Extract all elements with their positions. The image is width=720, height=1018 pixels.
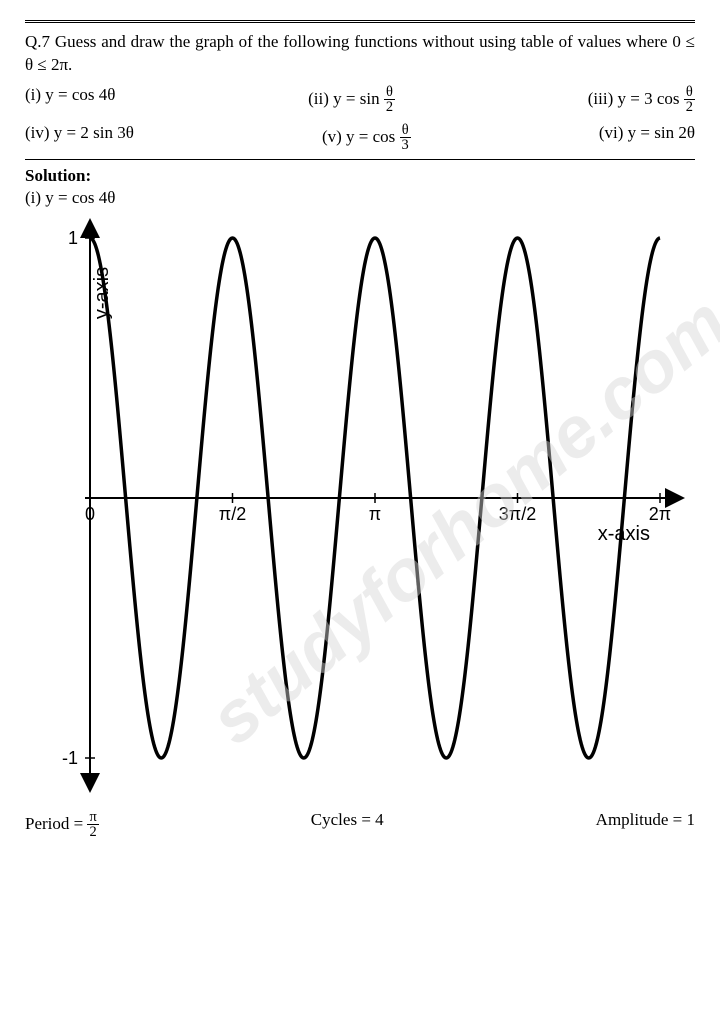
solution-part-label: (i) y = cos 4θ [25,188,695,208]
part-i: (i) y = cos 4θ [25,85,115,115]
question-block: Q.7 Guess and draw the graph of the foll… [25,31,695,160]
amplitude-label: Amplitude = 1 [596,810,695,840]
svg-text:3π/2: 3π/2 [499,504,536,524]
svg-text:0: 0 [85,504,95,524]
question-parts-row1: (i) y = cos 4θ (ii) y = sin θ2 (iii) y =… [25,85,695,115]
cycles-label: Cycles = 4 [311,810,384,840]
svg-text:x-axis: x-axis [598,523,650,545]
chart-svg: 0π/2π3π/22π1-1x-axisy-axis [25,218,685,798]
part-vi: (vi) y = sin 2θ [599,123,695,153]
part-iv: (iv) y = 2 sin 3θ [25,123,134,153]
cosine-chart: 0π/2π3π/22π1-1x-axisy-axis [25,218,695,798]
svg-text:1: 1 [68,228,78,248]
svg-text:2π: 2π [649,504,671,524]
svg-text:-1: -1 [62,748,78,768]
part-v: (v) y = cos θ3 [322,123,411,153]
chart-footer: Period = π2 Cycles = 4 Amplitude = 1 [25,810,695,840]
question-prompt: Q.7 Guess and draw the graph of the foll… [25,31,695,77]
svg-text:π/2: π/2 [219,504,246,524]
question-parts-row2: (iv) y = 2 sin 3θ (v) y = cos θ3 (vi) y … [25,123,695,153]
part-iii: (iii) y = 3 cos θ2 [588,85,695,115]
solution-header: Solution: [25,166,695,186]
part-ii: (ii) y = sin θ2 [308,85,395,115]
period-label: Period = π2 [25,810,99,840]
svg-text:π: π [369,504,381,524]
